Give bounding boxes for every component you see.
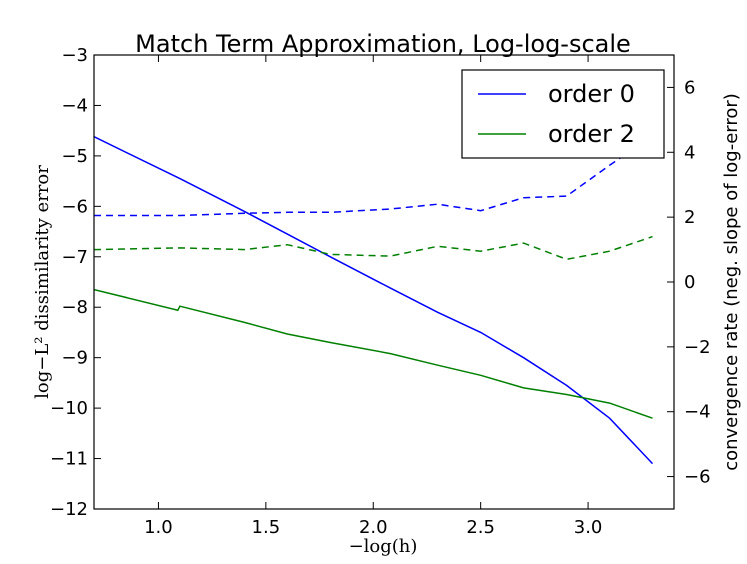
- y-left-tick-label: −8: [61, 297, 88, 318]
- y-left-tick-label: −10: [50, 398, 88, 419]
- series-line-0-left-solid: [94, 136, 654, 465]
- x-tick-label: 2.0: [359, 517, 388, 538]
- series-line-3-right-dashed: [94, 235, 653, 261]
- x-axis-label: −log(h): [349, 536, 418, 557]
- x-axis: 1.0 1.5 2.0 2.5 3.0: [144, 55, 602, 538]
- y-left-tick-label: −5: [61, 146, 88, 167]
- y-right-tick-label: 6: [684, 77, 695, 98]
- x-tick-label: 1.5: [252, 517, 281, 538]
- series-line-1-left-solid: [94, 288, 653, 419]
- y-right-tick-label: −6: [684, 467, 711, 488]
- x-tick-label: 2.5: [466, 517, 495, 538]
- series-line-2-right-dashed: [94, 135, 653, 217]
- x-tick-label: 1.0: [144, 517, 173, 538]
- chart-title: Match Term Approximation, Log-log-scale: [135, 30, 631, 58]
- y-right-tick-label: 2: [684, 207, 695, 228]
- y-left-tick-label: −12: [50, 499, 88, 520]
- y-axis-left-label: log−L² dissimilarity error: [32, 165, 53, 399]
- y-axis-left: −12 −11 −10 −9 −8 −7 −6 −5 −4 −3: [50, 45, 101, 520]
- legend: order 0 order 2: [461, 69, 665, 159]
- y-left-tick-label: −3: [61, 45, 88, 66]
- y-right-tick-label: −2: [684, 337, 711, 358]
- y-axis-right-label: convergence rate (neg. slope of log-erro…: [721, 93, 742, 471]
- y-left-tick-label: −7: [61, 247, 88, 268]
- y-left-tick-label: −9: [61, 348, 88, 369]
- y-axis-right: −6 −4 −2 0 2 4 6: [667, 77, 711, 488]
- y-right-tick-label: 4: [684, 142, 695, 163]
- x-tick-label: 3.0: [574, 517, 603, 538]
- legend-label-order-0: order 0: [548, 80, 635, 108]
- y-left-tick-label: −6: [61, 196, 88, 217]
- y-left-tick-label: −4: [61, 95, 88, 116]
- plot-area: [94, 135, 654, 465]
- y-left-tick-label: −11: [50, 449, 88, 470]
- legend-box: [461, 69, 665, 159]
- y-right-tick-label: −4: [684, 402, 711, 423]
- legend-label-order-2: order 2: [548, 120, 635, 148]
- y-right-tick-label: 0: [684, 272, 695, 293]
